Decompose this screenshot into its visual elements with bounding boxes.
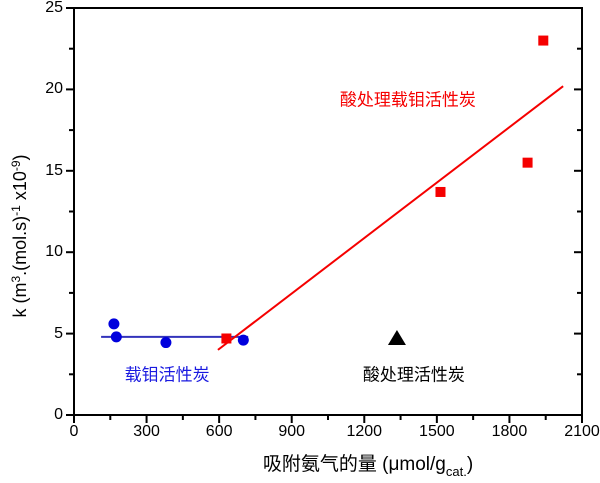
x-title-text: ) xyxy=(466,454,474,475)
y-axis-tick-label: 10 xyxy=(45,243,63,261)
data-point-square xyxy=(221,333,232,344)
data-point-circle xyxy=(108,318,120,330)
x-title-subscript: cat. xyxy=(445,464,467,479)
y-title-superscript: 3 xyxy=(9,275,23,283)
data-point-triangle xyxy=(387,329,406,345)
fit-line-square xyxy=(217,85,564,351)
series-label: 酸处理载钼活性炭 xyxy=(339,90,476,110)
plot-frame xyxy=(73,7,583,416)
y-title-text: ) xyxy=(10,154,30,161)
y-axis-tick-label: 0 xyxy=(54,406,63,423)
series-label: 酸处理活性炭 xyxy=(362,365,465,385)
x-axis-tick-label: 600 xyxy=(205,423,233,440)
x-axis-tick-label: 0 xyxy=(69,423,79,440)
data-point-square xyxy=(522,157,533,168)
y-axis-tick-label: 25 xyxy=(45,0,63,16)
x-axis-tick-label: 1800 xyxy=(491,423,528,440)
y-title-superscript: -1 xyxy=(9,205,23,216)
x-axis-tick-label: 1500 xyxy=(419,423,455,440)
data-point-square xyxy=(538,35,549,46)
y-axis-tick-label: 15 xyxy=(45,161,63,179)
x-axis-tick-label: 2100 xyxy=(564,423,600,440)
data-point-circle xyxy=(160,337,172,349)
data-point-circle xyxy=(237,334,249,346)
series-label: 载钼活性炭 xyxy=(124,365,210,385)
y-title-text: k (m xyxy=(10,282,30,318)
x-axis-title: 吸附氨气的量 (μmol/gcat.) xyxy=(263,449,473,479)
data-point-circle xyxy=(110,331,122,343)
x-axis-tick-label: 300 xyxy=(133,423,160,440)
x-title-text: 吸附氨气的量 (μmol/g xyxy=(262,454,446,475)
data-point-square xyxy=(435,186,446,197)
x-axis-tick-label: 1200 xyxy=(346,423,383,440)
y-axis-tick-label: 5 xyxy=(54,324,63,342)
y-axis-tick-label: 20 xyxy=(45,80,63,98)
x-axis-tick-label: 900 xyxy=(278,423,306,440)
